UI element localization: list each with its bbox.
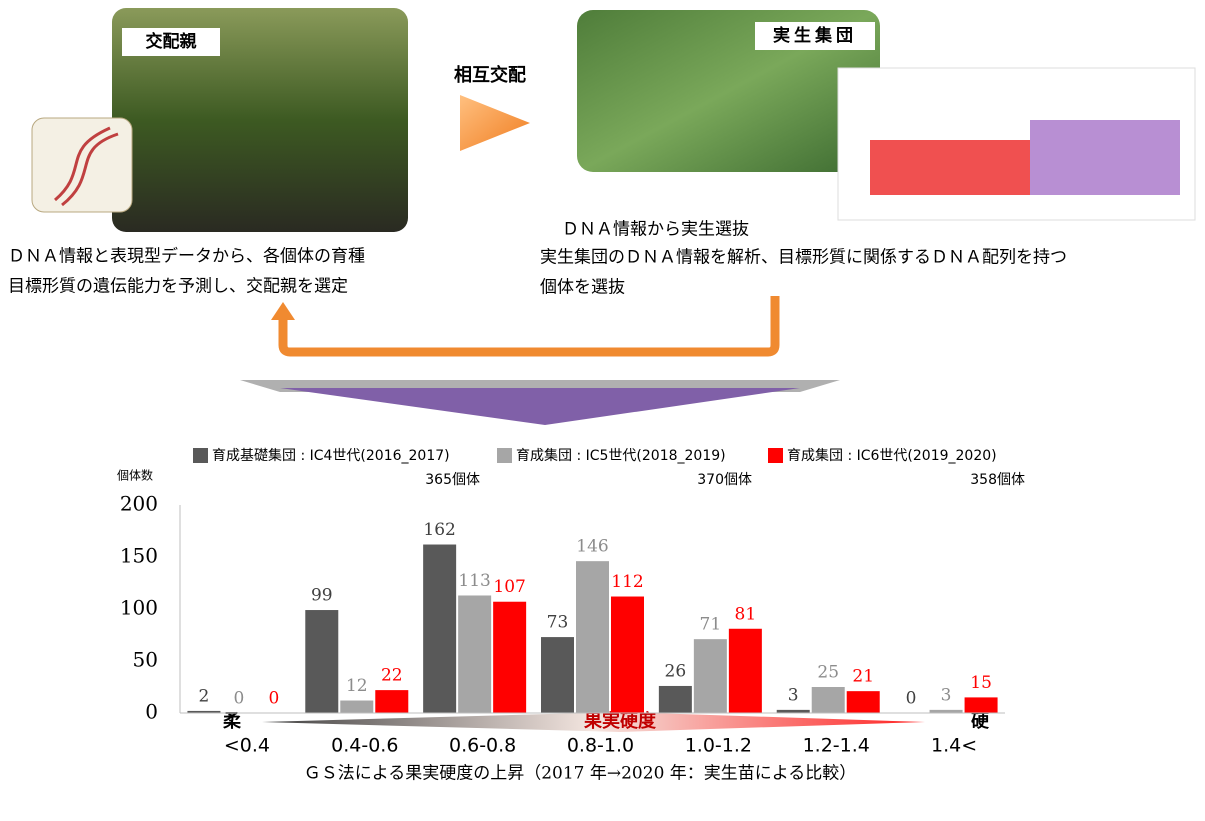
x-tick-label: 1.0-1.2: [685, 735, 752, 757]
legend-swatch: [768, 448, 783, 463]
bar: [576, 561, 609, 713]
parent-photo: [112, 8, 408, 232]
bar: [305, 610, 339, 713]
legend-label: 育成基礎集団 : IC4世代(2016_2017): [212, 447, 450, 464]
parent-text: 目標形質の遺伝能力を予測し、交配親を選定: [8, 277, 348, 297]
bar: [187, 710, 221, 713]
data-label: 22: [381, 666, 403, 686]
y-tick-label: 50: [133, 648, 158, 672]
x-tick-label: 1.4<: [931, 735, 977, 757]
bar: [611, 596, 644, 713]
data-label: 107: [493, 577, 525, 597]
data-label: 2: [199, 686, 210, 706]
data-label: 26: [665, 661, 687, 681]
label-box: [122, 28, 220, 56]
data-label: 12: [346, 676, 368, 696]
bar: [846, 691, 880, 713]
seedling-label: 実生集団: [773, 25, 857, 46]
legend-count: 370個体: [697, 472, 752, 488]
loop-arrow: [278, 296, 780, 357]
plot-points: [1030, 120, 1180, 195]
data-label: 162: [423, 520, 455, 540]
bar: [423, 544, 457, 713]
y-tick-label: 150: [120, 544, 158, 568]
x-axis-label: ＧＳ法による果実硬度の上昇（2017 年→2020 年：実生苗による比較）: [304, 764, 857, 784]
bar: [340, 700, 374, 713]
bar: [929, 709, 963, 713]
data-label: 112: [611, 572, 643, 592]
data-label: 21: [852, 667, 874, 687]
seedling-text: 実生集団のＤＮＡ情報を解析、目標形質に関係するＤＮＡ配列を持つ: [540, 248, 1067, 268]
legend-count: 358個体: [970, 472, 1025, 488]
seedling-photo: [577, 10, 880, 172]
data-label: 25: [817, 663, 839, 683]
legend-swatch: [193, 448, 208, 463]
plot-points: [870, 140, 1030, 195]
data-label: 113: [458, 571, 490, 591]
y-axis-label: 個体数: [117, 468, 153, 483]
data-label: 73: [547, 613, 569, 633]
bar: [458, 595, 492, 713]
data-label: 15: [970, 673, 992, 693]
parent-label: 交配親: [146, 31, 197, 52]
y-tick-label: 0: [145, 700, 158, 724]
data-label: 146: [576, 537, 608, 557]
x-tick-label: <0.4: [224, 735, 270, 757]
x-tick-label: 0.4-0.6: [331, 735, 398, 757]
parent-text: ＤＮＡ情報と表現型データから、各個体の育種: [8, 246, 365, 267]
bar: [728, 628, 762, 713]
data-label: 0: [234, 689, 245, 709]
dna-strand: [54, 126, 119, 207]
bar: [375, 690, 409, 713]
scale-low: 柔: [223, 711, 242, 732]
funnel: [280, 388, 800, 425]
data-label: 0: [269, 689, 280, 709]
bar: [693, 639, 727, 713]
x-tick-label: 0.8-1.0: [567, 735, 634, 757]
dna-icon: [31, 117, 133, 213]
scale-high: 硬: [971, 711, 990, 732]
bar: [776, 709, 810, 713]
x-tick-label: 1.2-1.4: [803, 735, 870, 757]
data-label: 81: [735, 604, 757, 624]
legend-swatch: [497, 448, 512, 463]
y-tick-label: 200: [120, 492, 158, 516]
seedling-title: ＤＮＡ情報から実生選抜: [562, 220, 749, 240]
scale-middle: 果実硬度: [583, 710, 657, 732]
data-label: 99: [311, 586, 333, 606]
legend-count: 365個体: [425, 472, 480, 488]
data-label: 3: [788, 685, 799, 705]
bar: [964, 697, 998, 713]
arrow: [460, 95, 530, 151]
arrow-head: [271, 302, 295, 320]
x-tick-label: 0.6-0.8: [449, 735, 516, 757]
y-tick-label: 100: [120, 596, 158, 620]
bar: [493, 601, 527, 713]
label-box: [755, 22, 875, 50]
legend-label: 育成集団 : IC5世代(2018_2019): [516, 447, 726, 464]
seedling-text: 個体を選抜: [540, 278, 625, 298]
bar: [658, 685, 692, 713]
bar: [811, 687, 845, 713]
data-label: 3: [941, 685, 952, 705]
data-label: 0: [906, 689, 917, 709]
data-label: 71: [700, 615, 722, 635]
hardness-scale: [262, 712, 925, 732]
bar: [541, 637, 574, 713]
legend-label: 育成集団 : IC6世代(2019_2020): [787, 447, 997, 464]
cross-label: 相互交配: [454, 64, 526, 86]
